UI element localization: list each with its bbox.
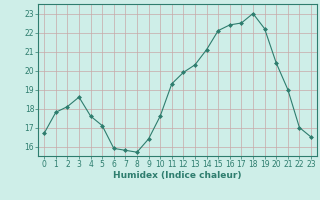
X-axis label: Humidex (Indice chaleur): Humidex (Indice chaleur) bbox=[113, 171, 242, 180]
